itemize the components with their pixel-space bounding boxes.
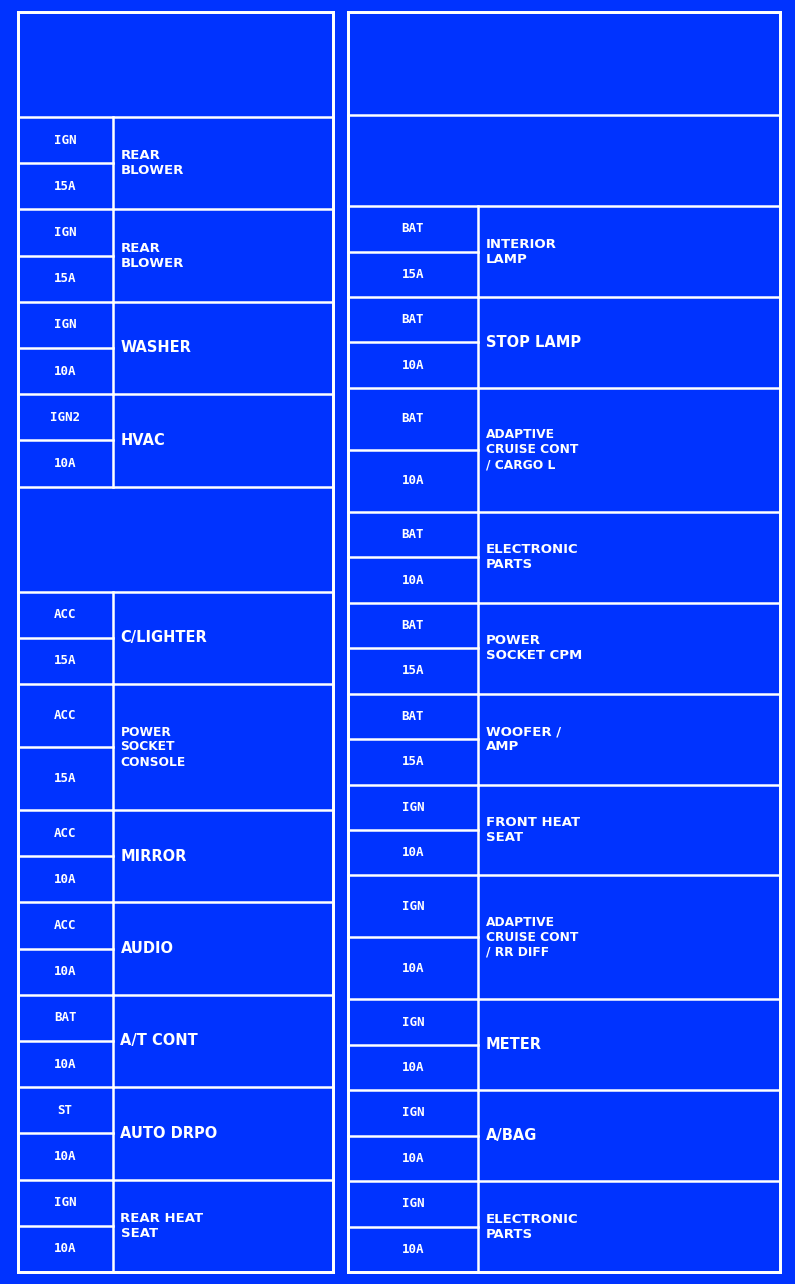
- Text: 10A: 10A: [401, 962, 424, 975]
- Text: IGN: IGN: [401, 900, 424, 913]
- Text: ADAPTIVE
CRUISE CONT
/ RR DIFF: ADAPTIVE CRUISE CONT / RR DIFF: [486, 915, 578, 959]
- Text: A/T CONT: A/T CONT: [121, 1034, 198, 1049]
- Text: IGN: IGN: [54, 134, 76, 146]
- Text: POWER
SOCKET CPM: POWER SOCKET CPM: [486, 634, 582, 663]
- Text: ELECTRONIC
PARTS: ELECTRONIC PARTS: [486, 1212, 578, 1240]
- Text: IGN2: IGN2: [50, 411, 80, 424]
- Text: 10A: 10A: [54, 1150, 76, 1163]
- Text: WOOFER /
AMP: WOOFER / AMP: [486, 725, 560, 754]
- Text: ELECTRONIC
PARTS: ELECTRONIC PARTS: [486, 543, 578, 571]
- Text: 15A: 15A: [54, 272, 76, 285]
- Text: BAT: BAT: [401, 222, 424, 235]
- Text: 10A: 10A: [401, 1152, 424, 1165]
- Text: 15A: 15A: [401, 268, 424, 281]
- Text: BAT: BAT: [401, 528, 424, 541]
- Text: WASHER: WASHER: [121, 340, 192, 356]
- Text: IGN: IGN: [54, 1197, 76, 1210]
- Text: BAT: BAT: [401, 412, 424, 425]
- Bar: [18, 12, 333, 1272]
- Text: IGN: IGN: [401, 1016, 424, 1028]
- Text: 10A: 10A: [401, 1243, 424, 1256]
- Text: 10A: 10A: [54, 457, 76, 470]
- Text: STOP LAMP: STOP LAMP: [486, 335, 580, 351]
- Text: IGN: IGN: [401, 1107, 424, 1120]
- Text: IGN: IGN: [401, 801, 424, 814]
- Text: 10A: 10A: [54, 873, 76, 886]
- Text: 15A: 15A: [401, 755, 424, 768]
- Text: ADAPTIVE
CRUISE CONT
/ CARGO L: ADAPTIVE CRUISE CONT / CARGO L: [486, 429, 578, 471]
- Text: IGN: IGN: [401, 1198, 424, 1211]
- Text: POWER
SOCKET
CONSOLE: POWER SOCKET CONSOLE: [121, 725, 186, 769]
- Text: 15A: 15A: [54, 772, 76, 785]
- Text: ACC: ACC: [54, 827, 76, 840]
- Text: ACC: ACC: [54, 609, 76, 621]
- Text: BAT: BAT: [401, 710, 424, 723]
- Text: BAT: BAT: [54, 1012, 76, 1025]
- Text: REAR
BLOWER: REAR BLOWER: [121, 149, 184, 177]
- Text: REAR
BLOWER: REAR BLOWER: [121, 241, 184, 270]
- Text: 10A: 10A: [401, 574, 424, 587]
- Text: 10A: 10A: [54, 1243, 76, 1256]
- Text: 15A: 15A: [401, 664, 424, 678]
- Text: 10A: 10A: [401, 846, 424, 859]
- Text: BAT: BAT: [401, 313, 424, 326]
- Text: 15A: 15A: [54, 655, 76, 668]
- Text: 10A: 10A: [54, 1058, 76, 1071]
- Text: C/LIGHTER: C/LIGHTER: [121, 630, 207, 646]
- Text: INTERIOR
LAMP: INTERIOR LAMP: [486, 238, 556, 266]
- Text: REAR HEAT
SEAT: REAR HEAT SEAT: [121, 1212, 204, 1240]
- Bar: [348, 12, 780, 1272]
- Text: FRONT HEAT
SEAT: FRONT HEAT SEAT: [486, 815, 580, 844]
- Text: IGN: IGN: [54, 318, 76, 331]
- Text: HVAC: HVAC: [121, 433, 165, 448]
- Text: AUTO DRPO: AUTO DRPO: [121, 1126, 218, 1141]
- Text: ACC: ACC: [54, 919, 76, 932]
- Text: A/BAG: A/BAG: [486, 1129, 537, 1143]
- Text: 10A: 10A: [401, 1061, 424, 1073]
- Text: ACC: ACC: [54, 709, 76, 722]
- Text: MIRROR: MIRROR: [121, 849, 187, 864]
- Text: 15A: 15A: [54, 180, 76, 193]
- Text: 10A: 10A: [401, 474, 424, 488]
- Text: 10A: 10A: [54, 365, 76, 377]
- Text: IGN: IGN: [54, 226, 76, 239]
- Text: 10A: 10A: [401, 358, 424, 371]
- Text: ST: ST: [58, 1104, 73, 1117]
- Text: METER: METER: [486, 1037, 541, 1053]
- Text: 10A: 10A: [54, 966, 76, 978]
- Text: BAT: BAT: [401, 619, 424, 632]
- Text: AUDIO: AUDIO: [121, 941, 173, 957]
